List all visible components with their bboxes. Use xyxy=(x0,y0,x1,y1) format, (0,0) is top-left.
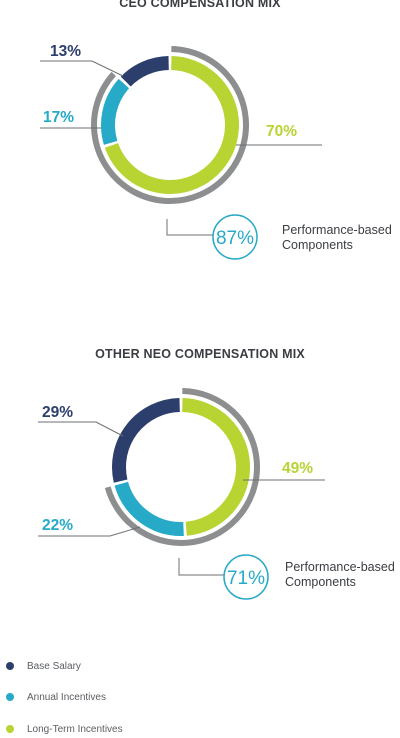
neo-value-label-base-salary: 29% xyxy=(42,404,73,421)
neo-segment-long-term-incentives xyxy=(182,398,251,536)
neo-value-label-long-term-incentives: 49% xyxy=(282,460,313,477)
ceo-value-label-base-salary: 13% xyxy=(50,43,81,60)
ceo-badge-circle xyxy=(212,214,258,260)
neo-badge-value: 71% xyxy=(227,568,265,589)
ceo-segment-annual-incentives xyxy=(101,78,130,145)
neo-badge-leader xyxy=(178,558,224,576)
ceo-badge-text-line1: Performance-based xyxy=(282,223,392,237)
ceo-leader-base-salary xyxy=(40,60,124,77)
ceo-chart-title: CEO COMPENSATION MIX xyxy=(119,0,281,10)
neo-segment-base-salary xyxy=(112,398,181,483)
legend-dot-base-salary xyxy=(6,662,14,670)
ceo-badge-value: 87% xyxy=(216,228,254,249)
neo-chart-title: OTHER NEO COMPENSATION MIX xyxy=(95,347,305,361)
neo-badge-circle xyxy=(223,554,269,600)
legend-item-annual-incentives: Annual Incentives xyxy=(6,690,106,704)
neo-value-label-annual-incentives: 22% xyxy=(42,517,73,534)
legend-item-long-term-incentives: Long-Term Incentives xyxy=(6,722,123,736)
legend-label-long-term-incentives: Long-Term Incentives xyxy=(27,723,123,735)
neo-performance-ring xyxy=(104,388,260,546)
neo-leader-annual-incentives xyxy=(38,526,141,537)
legend-label-base-salary: Base Salary xyxy=(27,660,81,672)
ceo-badge-leader xyxy=(166,219,213,236)
ceo-badge-text-line2: Components xyxy=(282,238,353,252)
ceo-performance-ring xyxy=(91,46,249,204)
ceo-value-label-annual-incentives: 17% xyxy=(43,109,74,126)
legend-dot-long-term-incentives xyxy=(6,725,14,733)
neo-badge-text-line1: Performance-based xyxy=(285,560,395,574)
ceo-segment-base-salary xyxy=(120,56,170,87)
ceo-segment-long-term-incentives xyxy=(104,56,239,194)
neo-badge-text-line2: Components xyxy=(285,575,356,589)
neo-leader-base-salary xyxy=(38,421,124,437)
neo-segment-annual-incentives xyxy=(114,481,184,536)
legend-label-annual-incentives: Annual Incentives xyxy=(27,691,106,703)
legend-dot-annual-incentives xyxy=(6,693,14,701)
ceo-value-label-long-term-incentives: 70% xyxy=(266,123,297,140)
legend-item-base-salary: Base Salary xyxy=(6,659,81,673)
